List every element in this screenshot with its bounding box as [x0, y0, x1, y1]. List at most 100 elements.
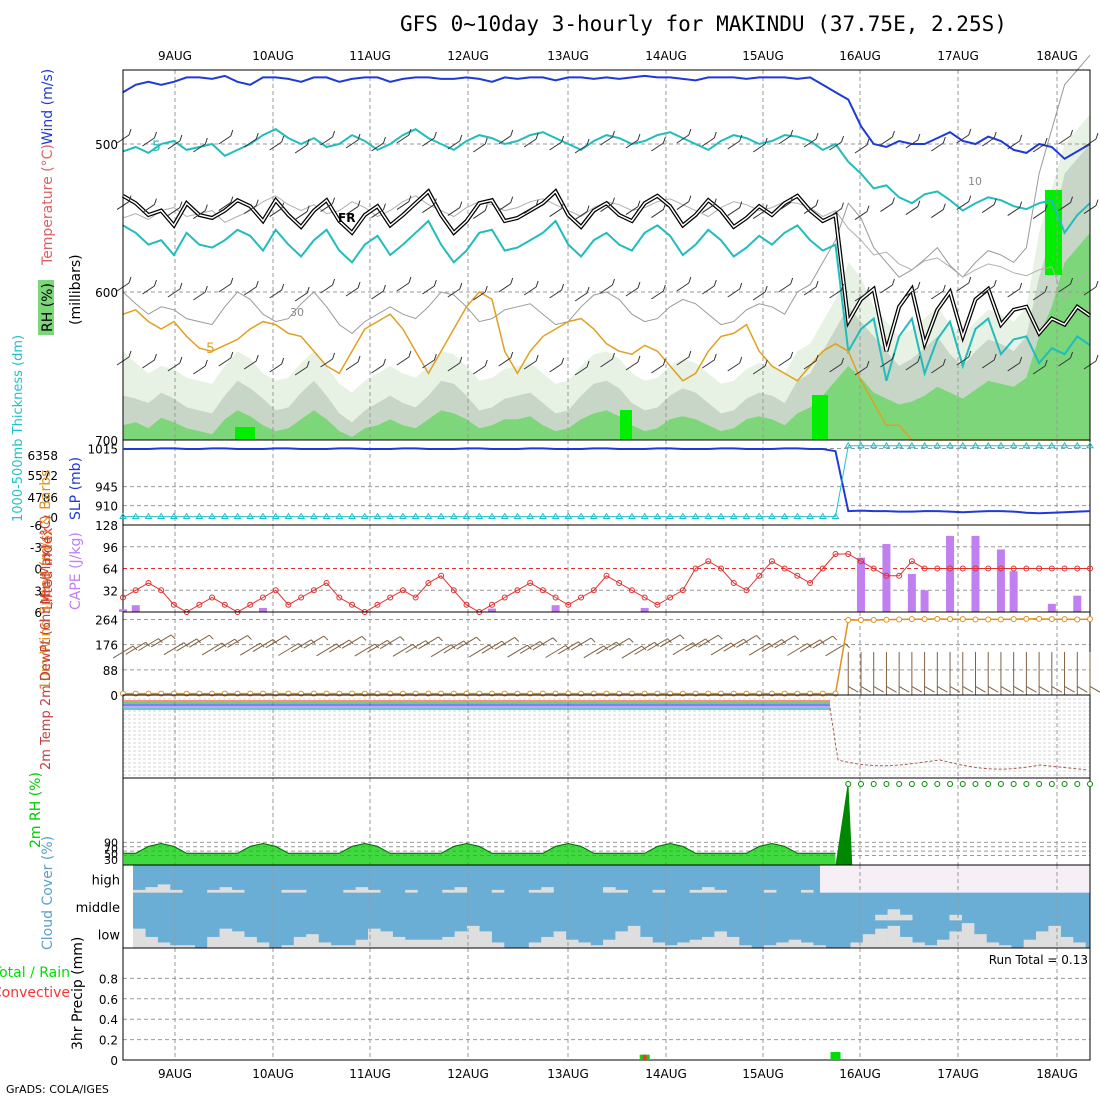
- cape-bar: [920, 590, 929, 612]
- temp-cyan-line-2: [122, 219, 1091, 382]
- slp-line: [123, 447, 1091, 515]
- wind-barb: [405, 640, 430, 654]
- thickness-marker: [157, 512, 166, 520]
- wind-barb: [825, 643, 850, 657]
- wind-barb: [481, 640, 507, 654]
- rh2m-marker: [1048, 781, 1055, 787]
- wind-barb: [558, 641, 583, 655]
- wind-barb: [345, 133, 361, 149]
- thickness-marker: [742, 512, 751, 520]
- y-tick-label: 264: [95, 613, 118, 627]
- thickness-marker: [564, 512, 573, 520]
- y-tick-label: 0.4: [99, 1013, 118, 1027]
- wind-barb: [265, 635, 291, 649]
- lifted-index-marker: [170, 601, 177, 608]
- lifted-index-marker: [387, 594, 394, 601]
- cloud-bar-low: [293, 936, 307, 948]
- lifted-index-marker: [336, 594, 343, 601]
- wind-barb: [873, 685, 884, 693]
- lifted-index-marker: [412, 594, 419, 601]
- cloud-bar-low: [800, 942, 814, 948]
- wind-barb: [1058, 277, 1074, 293]
- y-tick-label: 945: [95, 481, 118, 495]
- cloud-bar-high: [652, 889, 666, 893]
- wind-barb: [981, 131, 997, 147]
- thickness-marker: [997, 441, 1005, 449]
- lifted-index-marker: [578, 594, 585, 601]
- cloud-bar-low: [145, 936, 158, 948]
- cloud-bar-low: [875, 928, 888, 948]
- rh2m-marker: [1074, 781, 1081, 787]
- x-tick-label-bottom: 15AUG: [742, 1067, 784, 1081]
- cloud-bar-low: [330, 945, 344, 948]
- wind-barb: [142, 279, 157, 295]
- x-tick-label-top: 11AUG: [349, 49, 391, 63]
- y-tick-label: 96: [103, 541, 118, 555]
- wind-barb: [803, 199, 819, 215]
- lifted-index-marker: [959, 565, 966, 572]
- cloud-layer-label: middle: [76, 901, 120, 916]
- thickness-marker: [449, 512, 458, 520]
- x-tick-label-top: 9AUG: [158, 49, 192, 63]
- wind-barb: [345, 200, 361, 216]
- wind-barb: [748, 642, 774, 656]
- thickness-marker: [233, 512, 242, 520]
- wind-barb: [430, 644, 456, 658]
- cloud-bar-low: [256, 942, 270, 948]
- wind10-marker: [1087, 616, 1093, 623]
- lifted-index-marker: [1036, 565, 1043, 572]
- wind-barb: [676, 276, 692, 292]
- wind-barb: [422, 279, 437, 295]
- cloud-bar-low: [343, 945, 356, 948]
- wind-barb: [570, 637, 596, 651]
- wind10-marker: [1061, 616, 1068, 623]
- cloud-bar-low: [664, 945, 678, 948]
- wind-barb: [447, 134, 463, 150]
- thickness-marker: [475, 512, 484, 520]
- wind-barb: [294, 286, 310, 302]
- lifted-index-marker: [730, 580, 737, 586]
- wind-barb: [854, 360, 870, 376]
- lifted-index-marker: [756, 572, 763, 579]
- lifted-index-marker: [832, 551, 839, 557]
- thickness-marker: [322, 512, 331, 520]
- cloud-bar-low: [726, 936, 740, 948]
- lifted-index-marker: [1023, 565, 1030, 572]
- wind-barb: [1032, 137, 1048, 153]
- wind-barb: [138, 638, 163, 652]
- lifted-index-marker: [527, 580, 534, 586]
- wind-barb: [600, 130, 615, 146]
- thickness-marker: [1086, 441, 1094, 449]
- wind-barb: [371, 284, 386, 300]
- lifted-index-marker: [718, 565, 725, 572]
- wind-barb: [341, 635, 367, 649]
- wind-barb: [987, 685, 999, 693]
- thickness-marker: [182, 512, 191, 520]
- cloud-bar-high: [491, 889, 505, 893]
- lifted-index-marker: [641, 594, 648, 601]
- x-tick-label-bottom: 9AUG: [158, 1067, 192, 1081]
- thickness-marker: [615, 512, 624, 520]
- lifted-index-marker: [514, 587, 521, 594]
- y-axis-label: Lifted Index: [40, 528, 56, 610]
- cloud-bar-low: [578, 942, 591, 948]
- cloud-bar-middle: [875, 914, 888, 921]
- lifted-index-marker: [374, 601, 381, 608]
- wind-barb: [621, 645, 647, 659]
- wind-barb: [320, 130, 336, 146]
- thickness-marker: [691, 512, 700, 520]
- wind-barb: [752, 204, 768, 220]
- cloud-bar-low: [813, 945, 826, 948]
- cloud-bar-high: [231, 889, 245, 893]
- wind-barb: [931, 136, 946, 152]
- lifted-index-marker: [552, 594, 559, 601]
- wind10-marker: [896, 616, 903, 623]
- cloud-bar-low: [219, 928, 233, 948]
- cloud-bar-low: [479, 931, 492, 948]
- x-tick-label-top: 15AUG: [742, 49, 784, 63]
- wind-barb: [752, 285, 768, 301]
- wind-barb: [243, 280, 259, 296]
- rh2m-marker: [857, 781, 864, 787]
- cloud-left-gap: [123, 865, 133, 948]
- thickness-marker: [526, 512, 535, 520]
